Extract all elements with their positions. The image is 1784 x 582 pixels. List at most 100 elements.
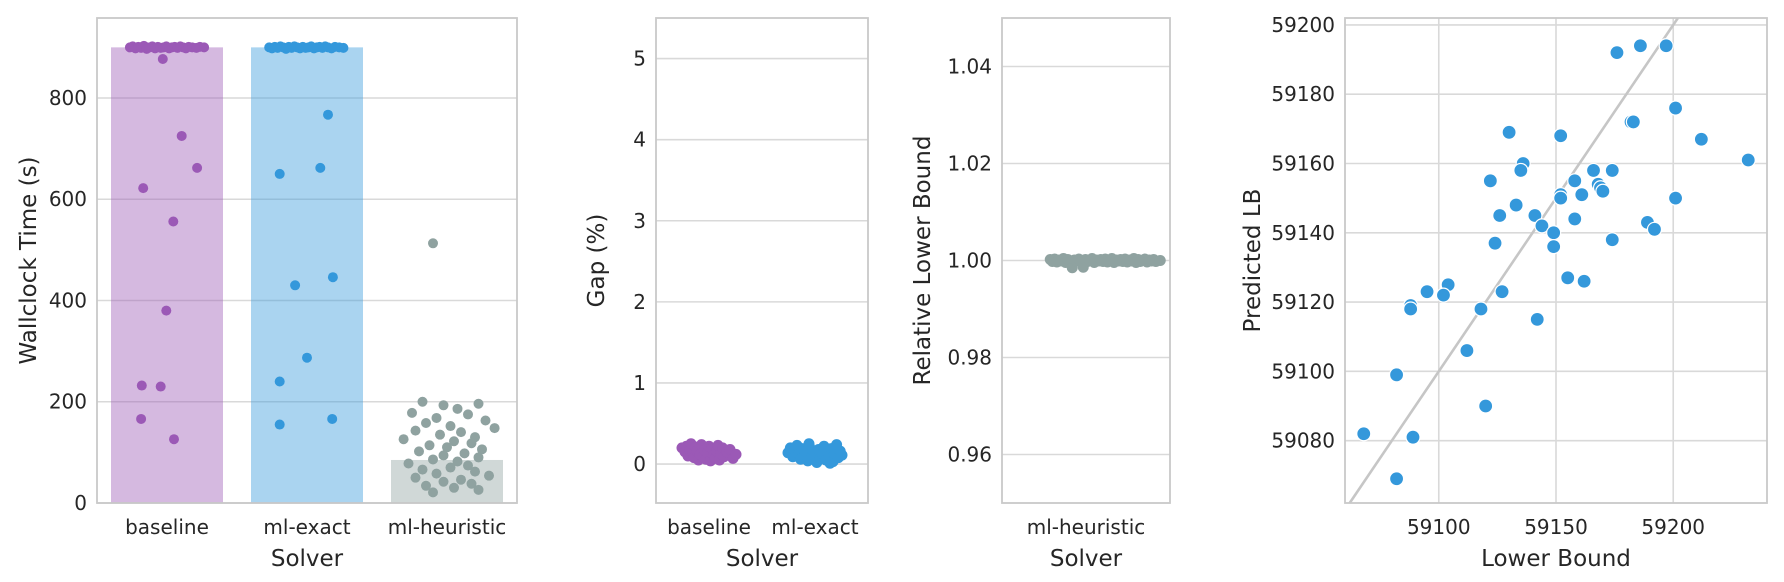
strip-point: [199, 42, 210, 53]
y-tick-label: 59140: [1271, 221, 1335, 245]
strip-point: [410, 425, 421, 436]
axes-spines: [1001, 17, 1171, 504]
strip-point: [323, 109, 333, 120]
x-tick-label: 59200: [1641, 515, 1705, 539]
axes-spines: [96, 17, 518, 504]
y-tick-label: 200: [49, 390, 87, 414]
strip-point: [421, 418, 431, 429]
strip-point: [435, 429, 445, 440]
strip-point: [410, 472, 421, 483]
scatter-point: [1553, 128, 1569, 144]
scatter-point: [1405, 429, 1421, 445]
x-tick-label: ml-heuristic: [1027, 515, 1146, 539]
scatter-point: [1527, 207, 1543, 224]
x-tick-label: baseline: [125, 515, 209, 539]
strip-point: [168, 216, 179, 227]
strip-point: [315, 162, 326, 173]
strip-point: [438, 450, 449, 461]
strip-point: [456, 427, 466, 438]
strip-point: [424, 440, 435, 451]
y-tick-label: 0.98: [947, 346, 992, 370]
scatter-point: [1574, 187, 1590, 203]
bar-baseline: [111, 47, 223, 504]
scatter-point: [1576, 273, 1592, 289]
y-tick-label: 0: [74, 491, 87, 515]
scatter-point: [1501, 124, 1517, 140]
y-tick-label: 800: [49, 86, 87, 110]
axes-spines: [1344, 17, 1768, 504]
wallclock-time-chart: 0 200 400 600 800 baseline ml-exact ml-heuristi…: [16, 17, 518, 572]
strip-point: [138, 183, 149, 194]
strip-point: [449, 436, 459, 447]
strip-point: [327, 272, 338, 283]
strip-point: [480, 415, 491, 426]
strip-point: [836, 449, 848, 461]
bar-ml-exact: [251, 47, 363, 504]
strip-point: [169, 434, 179, 445]
y-axis-label: Gap (%): [584, 214, 610, 308]
scatter-point: [1632, 38, 1649, 54]
strip-point: [445, 462, 456, 473]
strip-point: [477, 444, 487, 455]
x-tick-label: 59150: [1524, 515, 1588, 539]
predicted-lb-scatter-chart: 59080 59100 59120 59140 59160 59180 59200 59100…: [1240, 13, 1768, 572]
strip-point: [398, 434, 409, 445]
scatter-point: [1534, 218, 1550, 234]
scatter-point: [1667, 100, 1684, 116]
strip-point: [428, 487, 438, 498]
strip-point: [484, 470, 494, 481]
strip-point: [431, 468, 442, 479]
strip-point: [161, 305, 172, 316]
scatter-point: [1513, 162, 1529, 179]
y-tick-label: 1.02: [947, 152, 992, 176]
y-tick-label: 600: [49, 187, 87, 211]
strip-point: [417, 396, 428, 407]
scatter-point: [1356, 426, 1372, 442]
strip-point: [489, 423, 500, 434]
y-tick-label: 3: [633, 209, 646, 233]
scatter-point: [1482, 173, 1498, 189]
scatter-point: [1487, 235, 1503, 251]
strip-point: [136, 413, 147, 424]
scatter-point: [1546, 239, 1562, 255]
scatter-point: [1560, 270, 1576, 286]
scatter-point: [1494, 284, 1510, 300]
strip-point: [463, 460, 473, 471]
strip-point: [442, 442, 452, 453]
strip-point: [428, 238, 438, 249]
strip-point: [445, 421, 456, 432]
strip-point: [473, 452, 484, 463]
strip-point: [302, 352, 312, 363]
strip-point: [473, 484, 484, 495]
gap-chart: 0 1 2 3 4 5 baseline ml-exact Solver Gap (%): [584, 17, 869, 572]
strip-point: [824, 457, 836, 469]
strip-point: [274, 168, 285, 179]
scatter-point: [1595, 183, 1611, 199]
strip-point: [459, 448, 470, 459]
strip-point: [176, 130, 187, 141]
scatter-point: [1693, 131, 1709, 147]
x-tick-label: ml-exact: [263, 515, 350, 539]
y-tick-label: 59180: [1271, 82, 1335, 106]
strip-point: [274, 376, 285, 387]
strip-point: [1154, 255, 1166, 266]
strip-point: [452, 456, 463, 467]
y-axis-label: Predicted LB: [1240, 189, 1266, 333]
scatter-point: [1585, 162, 1602, 179]
y-tick-label: 59080: [1271, 429, 1335, 453]
x-tick-label: baseline: [667, 515, 751, 539]
x-axis-label: Lower Bound: [1481, 546, 1631, 572]
scatter-point: [1740, 152, 1756, 168]
scatter-point: [1388, 471, 1405, 487]
scatter-point: [1553, 190, 1569, 206]
strip-point: [473, 398, 484, 409]
scatter-point: [1508, 197, 1524, 213]
plot-background: [656, 18, 868, 503]
strip-point: [428, 454, 438, 465]
strip-point: [155, 381, 166, 392]
x-axis-label: Solver: [726, 546, 799, 572]
strip-point: [290, 280, 301, 291]
scatter-point: [1604, 232, 1620, 248]
